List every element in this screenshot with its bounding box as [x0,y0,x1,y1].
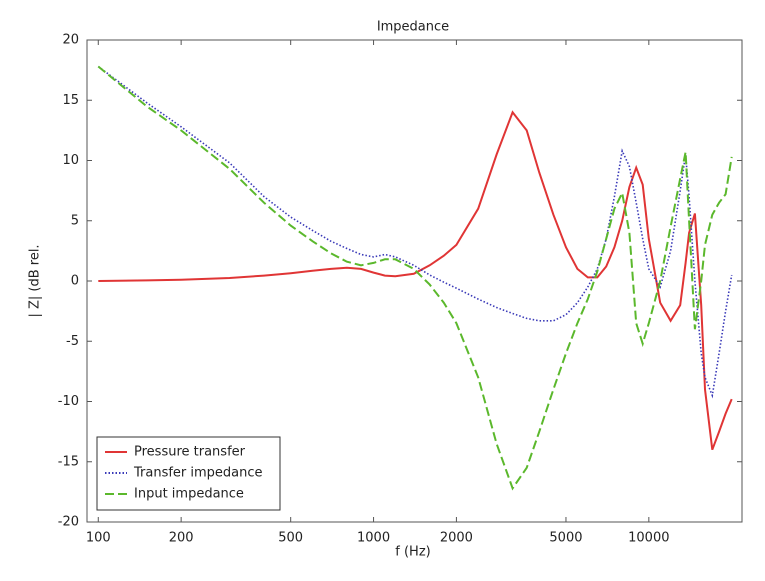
series-line [97,65,733,491]
y-tick-label: 5 [71,213,79,228]
x-tick-label: 100 [86,531,111,546]
y-tick-label: -15 [58,454,79,469]
x-tick-label: 200 [169,531,194,546]
x-tick-label: 1000 [357,531,390,546]
x-tick-label: 2000 [440,531,473,546]
series-line [97,65,733,399]
y-tick-label: -20 [58,515,79,530]
y-axis-label: | Z| (dB rel. [28,244,43,317]
x-tick-label: 500 [278,531,303,546]
y-tick-label: -10 [58,394,79,409]
y-tick-label: 15 [62,93,79,108]
y-tick-label: 20 [62,33,79,48]
y-tick-label: 0 [71,274,79,289]
x-tick-label: 10000 [628,531,669,546]
x-tick-label: 5000 [549,531,582,546]
legend-label: Pressure transfer [134,445,246,460]
legend-label: Input impedance [134,487,244,502]
chart-title: Impedance [377,20,449,35]
y-tick-label: -5 [66,334,79,349]
legend-box [96,436,281,511]
y-tick-label: 10 [62,153,79,168]
x-axis-label: f (Hz) [395,545,430,560]
legend-label: Transfer impedance [133,466,263,481]
series-line [98,110,733,451]
